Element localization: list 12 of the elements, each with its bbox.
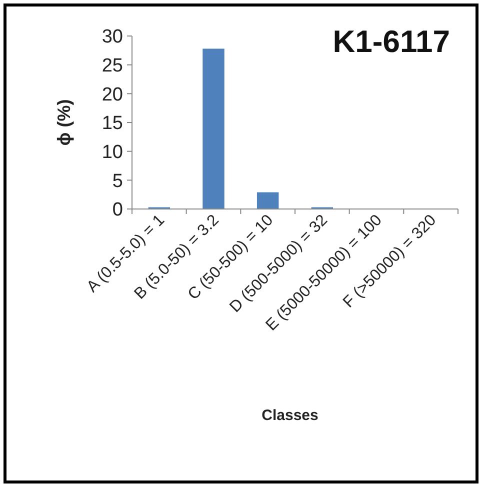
y-tick-label: 20 — [102, 84, 123, 106]
bar — [256, 192, 279, 209]
y-axis-title: ϕ (%) — [54, 99, 74, 146]
chart-title: K1-6117 — [332, 24, 450, 59]
bar — [202, 48, 224, 209]
y-tick-label: 10 — [102, 142, 123, 163]
y-tick-label: 25 — [102, 55, 123, 76]
y-tick-label: 5 — [112, 170, 123, 192]
y-tick-label: 30 — [102, 26, 123, 48]
y-tick-label: 15 — [102, 113, 123, 134]
y-tick-label: 0 — [112, 200, 123, 221]
x-axis-title: Classes — [262, 407, 318, 424]
